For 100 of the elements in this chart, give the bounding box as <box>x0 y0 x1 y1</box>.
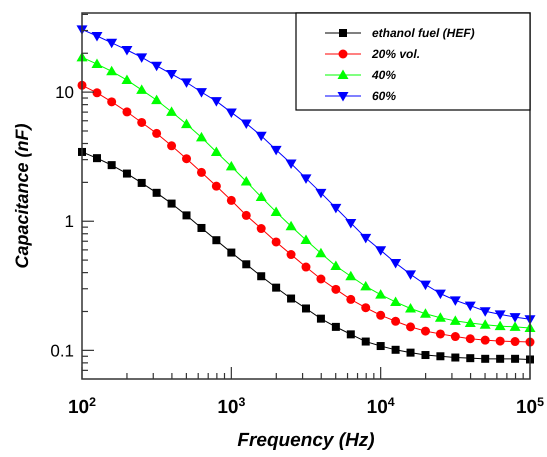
y-tick-label: 10 <box>55 83 74 102</box>
point <box>405 270 416 280</box>
y-tick-label: 0.1 <box>50 341 74 360</box>
point <box>106 66 118 76</box>
point <box>210 97 222 107</box>
point <box>300 234 312 244</box>
point <box>376 342 385 350</box>
point <box>420 326 430 336</box>
point <box>315 248 326 258</box>
point <box>212 236 220 244</box>
point <box>464 302 476 312</box>
point <box>270 206 282 216</box>
point <box>496 354 504 363</box>
x-tick-label: 10$^{5}$ <box>516 395 544 418</box>
point <box>287 294 296 303</box>
point <box>152 128 162 138</box>
point <box>450 296 461 306</box>
point <box>136 53 148 63</box>
point <box>330 204 342 214</box>
point <box>434 290 446 300</box>
legend-label: 60% <box>372 89 396 103</box>
point <box>286 250 296 260</box>
point <box>494 310 506 320</box>
point <box>167 141 176 150</box>
point <box>92 154 101 162</box>
point <box>270 146 282 156</box>
point <box>390 258 402 268</box>
point <box>362 338 370 346</box>
point <box>166 106 178 116</box>
point <box>434 312 446 322</box>
point <box>122 107 132 116</box>
point <box>242 210 251 220</box>
point <box>511 354 520 363</box>
point <box>346 330 355 338</box>
point <box>510 337 520 346</box>
point <box>510 321 521 331</box>
point <box>315 188 326 198</box>
point <box>91 32 102 42</box>
point <box>421 351 430 360</box>
point <box>480 319 491 329</box>
point <box>121 74 132 84</box>
y-tick-label: 1 <box>64 212 74 232</box>
point <box>196 132 207 142</box>
point <box>300 174 312 184</box>
point <box>242 260 250 268</box>
point <box>182 211 191 220</box>
point <box>138 178 146 187</box>
point <box>91 58 102 68</box>
point <box>316 314 325 323</box>
point <box>197 224 206 232</box>
x-tick-label: 10$^{3}$ <box>217 395 246 418</box>
x-axis-title: Frequency (Hz) <box>237 430 375 451</box>
point <box>121 46 132 56</box>
point <box>301 262 310 272</box>
point <box>330 260 342 270</box>
point <box>107 97 116 106</box>
point <box>226 196 236 205</box>
point <box>481 354 490 363</box>
point <box>106 38 118 48</box>
point <box>510 313 521 323</box>
point <box>420 308 431 318</box>
point <box>450 315 461 325</box>
point <box>286 160 297 169</box>
point <box>152 188 161 197</box>
point <box>376 310 386 320</box>
x-tick-label: 10$^{4}$ <box>366 395 395 418</box>
point <box>137 118 146 127</box>
point <box>345 218 356 228</box>
point <box>196 168 206 177</box>
point <box>226 108 237 118</box>
point <box>181 78 192 88</box>
legend-label: 20% vol. <box>371 47 420 61</box>
point <box>360 234 372 244</box>
point <box>108 161 116 170</box>
point <box>480 336 490 345</box>
point <box>345 270 356 280</box>
point <box>240 176 252 186</box>
point <box>360 280 372 290</box>
point <box>182 154 192 164</box>
point <box>286 220 297 230</box>
legend-label: ethanol fuel (HEF) <box>372 26 475 40</box>
point <box>420 280 431 290</box>
point <box>390 296 402 306</box>
point <box>406 348 415 357</box>
point <box>257 272 266 280</box>
point <box>196 88 207 98</box>
point <box>168 200 176 208</box>
point <box>464 317 476 327</box>
point <box>166 70 178 80</box>
point <box>391 316 400 326</box>
point <box>436 352 444 360</box>
point <box>92 88 102 98</box>
point <box>302 304 310 312</box>
point <box>151 62 162 72</box>
point <box>480 307 491 317</box>
point <box>212 182 221 191</box>
point <box>375 246 386 256</box>
point <box>494 320 506 330</box>
point <box>272 237 281 246</box>
point <box>406 322 416 332</box>
